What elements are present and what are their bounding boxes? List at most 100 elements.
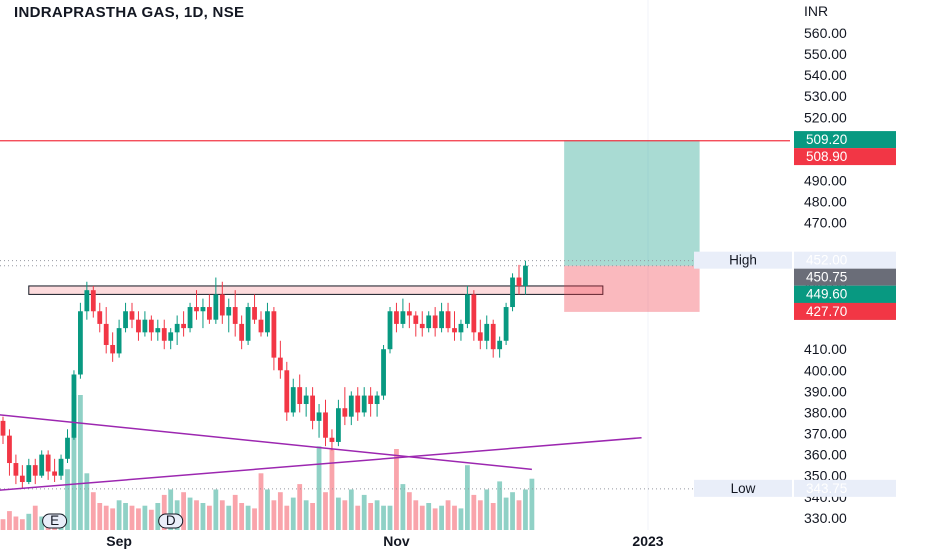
volume-bar (65, 469, 70, 530)
candle-body (329, 437, 335, 442)
candle-body (323, 412, 328, 438)
volume-bars (0, 395, 535, 530)
currency-label: INR (804, 3, 828, 19)
volume-bar (194, 500, 199, 530)
candle-body (97, 311, 103, 324)
volume-bar (103, 505, 109, 530)
candle-body (452, 328, 457, 333)
volume-bar (155, 503, 161, 530)
price-tick-label: 530.00 (804, 88, 847, 104)
volume-bar (303, 500, 309, 530)
candle-body (103, 323, 109, 345)
volume-bar (232, 494, 238, 530)
candle-body (71, 374, 77, 438)
candle-body (200, 307, 206, 312)
volume-bar (123, 503, 128, 530)
candle-body (445, 311, 451, 329)
volume-bar (168, 489, 174, 530)
candle-body (265, 311, 270, 333)
candle-body (110, 344, 116, 354)
price-tick-label: 560.00 (804, 25, 847, 41)
candle-body (252, 307, 257, 320)
candle-body (219, 294, 225, 316)
volume-bar (252, 508, 257, 530)
price-tick-label: 480.00 (804, 194, 847, 210)
volume-bar (97, 503, 103, 530)
volume-bar (477, 500, 483, 530)
candle-body (239, 323, 245, 341)
candle-body (19, 475, 25, 483)
candle-body (336, 408, 341, 442)
volume-bar (381, 505, 386, 530)
volume-bar (323, 492, 328, 530)
volume-bar (297, 484, 303, 530)
candle-body (490, 323, 496, 350)
price-badge (794, 268, 896, 286)
volume-bar (361, 494, 367, 530)
candle-body (419, 323, 425, 329)
volume-bar (336, 497, 341, 530)
trendline (0, 436, 642, 491)
price-badge-label: 343.75 (806, 481, 847, 496)
volume-bar (207, 505, 212, 530)
candle-body (187, 307, 193, 329)
candle-body (155, 328, 161, 333)
candle-body (503, 307, 509, 341)
candle-body (226, 307, 232, 316)
volume-bar (265, 489, 270, 530)
volume-bar (290, 497, 296, 530)
tag-badge-label: High (729, 253, 757, 268)
candle-body (394, 311, 399, 324)
price-badge-label: 449.60 (806, 287, 847, 302)
tag-badge (694, 251, 792, 269)
price-tick-label: 380.00 (804, 404, 847, 420)
price-tick-label: 490.00 (804, 173, 847, 189)
candle-body (348, 395, 354, 417)
volume-bar (181, 492, 186, 530)
candle-body (129, 311, 135, 320)
candle-body (523, 265, 528, 286)
volume-bar (329, 449, 335, 530)
volume-bar (213, 489, 219, 530)
price-tick-label: 470.00 (804, 215, 847, 231)
candle-body (58, 458, 64, 476)
date-tick-label: Sep (106, 533, 132, 549)
volume-bar (258, 473, 264, 530)
candle-body (516, 277, 522, 286)
volume-bar (342, 500, 348, 530)
trendline (0, 414, 532, 471)
price-tick-label: 360.00 (804, 447, 847, 463)
candle-body (78, 311, 83, 375)
volume-bar (84, 473, 90, 530)
candle-body (32, 465, 38, 476)
candle-body (484, 323, 490, 341)
candle-body (361, 395, 367, 413)
candle-body (168, 332, 174, 341)
candle-body (45, 454, 51, 472)
candle-body (90, 290, 96, 312)
volume-bar (200, 503, 206, 530)
event-marker-label: E (50, 513, 59, 528)
volume-bar (71, 395, 77, 530)
price-labels: 509.20508.90452.00High450.75449.6001:47:… (694, 131, 896, 497)
volume-bar (136, 508, 141, 530)
volume-bar (110, 508, 116, 530)
price-tick-label: 520.00 (804, 109, 847, 125)
candle-body (26, 465, 32, 483)
volume-bar (148, 509, 154, 530)
candle-body (277, 357, 283, 371)
price-badge-label: 450.75 (806, 270, 847, 285)
price-badge-label: 508.90 (806, 149, 847, 164)
candle-body (374, 395, 380, 405)
price-badge (794, 479, 896, 497)
volume-bar (523, 489, 528, 530)
volume-bar (439, 505, 444, 530)
price-badge (794, 148, 896, 166)
price-tick-label: 370.00 (804, 426, 847, 442)
candle-body (213, 294, 219, 320)
volume-bar (310, 503, 315, 530)
price-tick-label: 540.00 (804, 67, 847, 83)
volume-bar (245, 505, 251, 530)
volume-bar (394, 449, 399, 530)
